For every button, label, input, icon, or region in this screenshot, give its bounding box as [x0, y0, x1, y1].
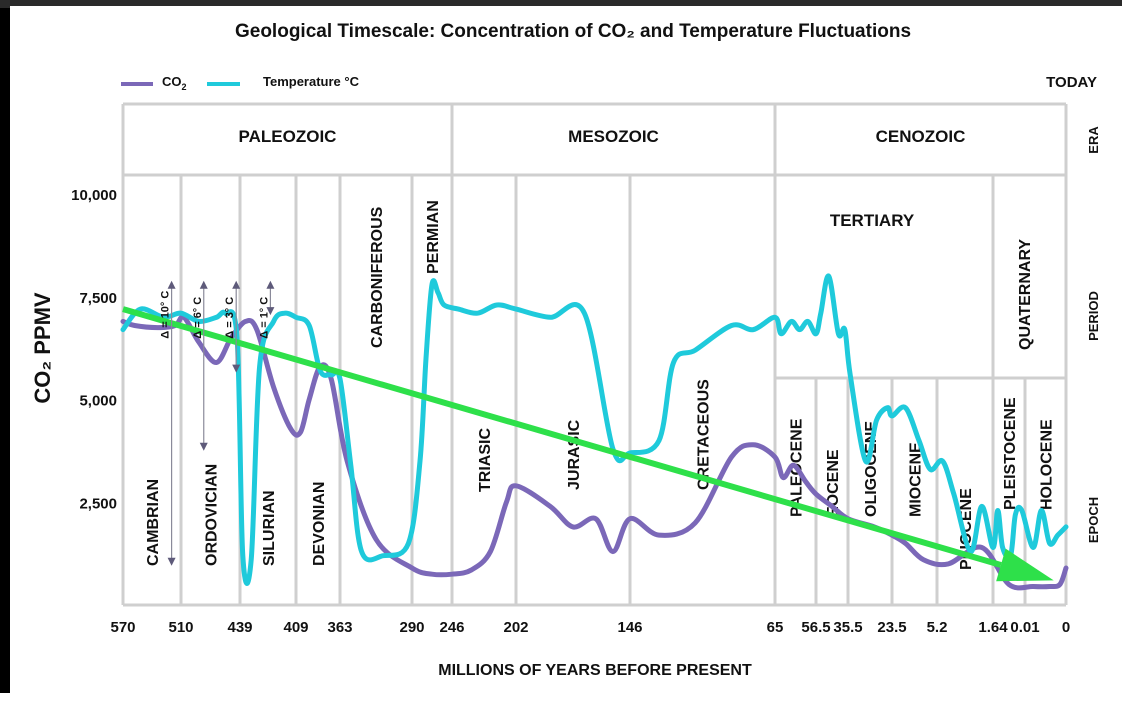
trend-line	[122, 306, 1002, 568]
x-tick-label: 0	[1062, 619, 1070, 636]
epoch-label: PLEISTOCENE	[1002, 397, 1019, 510]
x-tick-label: 570	[110, 619, 135, 636]
bottom-strip	[0, 693, 1122, 713]
y-tick-label: 5,000	[79, 393, 117, 410]
era-label: CENOZOIC	[876, 127, 966, 146]
trend-arrowhead	[996, 548, 1054, 582]
chart-title: Geological Timescale: Concentration of C…	[235, 21, 911, 42]
y-axis-label: CO₂ PPMV	[30, 292, 55, 404]
delta-arrow-down	[232, 364, 241, 373]
x-tick-label: 0.01	[1010, 619, 1039, 636]
x-axis-label: MILLIONS OF YEARS BEFORE PRESENT	[438, 662, 752, 679]
era-label: PALEOZOIC	[239, 127, 337, 146]
delta-arrow-up	[266, 280, 275, 289]
epoch-label: DEVONIAN	[311, 482, 328, 566]
x-tick-label: 246	[439, 619, 464, 636]
era-label: MESOZOIC	[568, 127, 659, 146]
today-label: TODAY	[1046, 74, 1097, 91]
period-label: CARBONIFEROUS	[369, 206, 386, 348]
legend-co2-label: CO2	[162, 74, 187, 92]
y-tick-label: 7,500	[79, 290, 117, 307]
delta-label: Δ = 3° C	[224, 297, 236, 339]
x-tick-label: 290	[399, 619, 424, 636]
epoch-label: TRIASIC	[477, 428, 494, 492]
delta-arrow-up	[167, 280, 176, 289]
epoch-label: EOCENE	[825, 449, 842, 517]
legend-temperature-label: Temperature °C	[263, 74, 360, 89]
epoch-label: ORDOVICIAN	[204, 464, 221, 566]
x-tick-label: 56.5	[801, 619, 830, 636]
delta-arrow-up	[232, 280, 241, 289]
co2-series-line	[120, 314, 1069, 591]
x-tick-label: 146	[617, 619, 642, 636]
delta-arrow-down	[167, 557, 176, 566]
x-tick-label: 35.5	[833, 619, 862, 636]
epoch-label: JURASIC	[566, 419, 583, 490]
label-layer: PALEOZOIC MESOZOIC CENOZOIC ERA PERIOD EPOCH C…	[145, 126, 1101, 570]
x-tick-label: 409	[283, 619, 308, 636]
series-layer	[120, 273, 1069, 591]
legend: CO2 Temperature °C	[121, 74, 360, 92]
epoch-label: OLIGOCENE	[863, 421, 880, 517]
epoch-label: SILURIAN	[261, 490, 278, 566]
x-tick-label: 1.64	[978, 619, 1008, 636]
x-tick-label: 5.2	[927, 619, 948, 636]
y-tick-label: 2,500	[79, 495, 117, 512]
delta-arrow-up	[199, 280, 208, 289]
period-label-tertiary: TERTIARY	[830, 211, 915, 230]
delta-arrow-down	[266, 307, 275, 316]
window-top-bar	[0, 0, 1122, 8]
delta-label: Δ = 1° C	[258, 297, 270, 339]
period-label: PERMIAN	[425, 200, 442, 274]
delta-layer: Δ = 10° C Δ = 6° C Δ = 3° C Δ = 1° C	[160, 280, 275, 566]
epoch-label: MIOCENE	[908, 442, 925, 517]
y-tick-label: 10,000	[71, 187, 117, 204]
epoch-label: CRETACEOUS	[696, 379, 713, 490]
delta-label: Δ = 10° C	[160, 291, 172, 339]
side-label-period: PERIOD	[1086, 291, 1101, 341]
delta-arrow-down	[199, 442, 208, 451]
delta-label: Δ = 6° C	[192, 297, 204, 339]
epoch-label: CAMBRIAN	[145, 479, 162, 566]
epoch-label: HOLOCENE	[1039, 419, 1056, 510]
side-label-era: ERA	[1086, 126, 1101, 154]
temperature-series-line	[120, 273, 1069, 586]
x-tick-label: 23.5	[877, 619, 906, 636]
period-label-quaternary: QUATERNARY	[1017, 239, 1034, 350]
x-tick-label: 439	[227, 619, 252, 636]
x-tick-label: 65	[767, 619, 784, 636]
x-tick-label: 510	[168, 619, 193, 636]
x-tick-label: 202	[503, 619, 528, 636]
axis-layer: 10,000 7,500 5,000 2,500 570 510 439 409 363 290 2…	[71, 187, 1070, 636]
side-label-epoch: EPOCH	[1086, 497, 1101, 543]
x-tick-label: 363	[327, 619, 352, 636]
